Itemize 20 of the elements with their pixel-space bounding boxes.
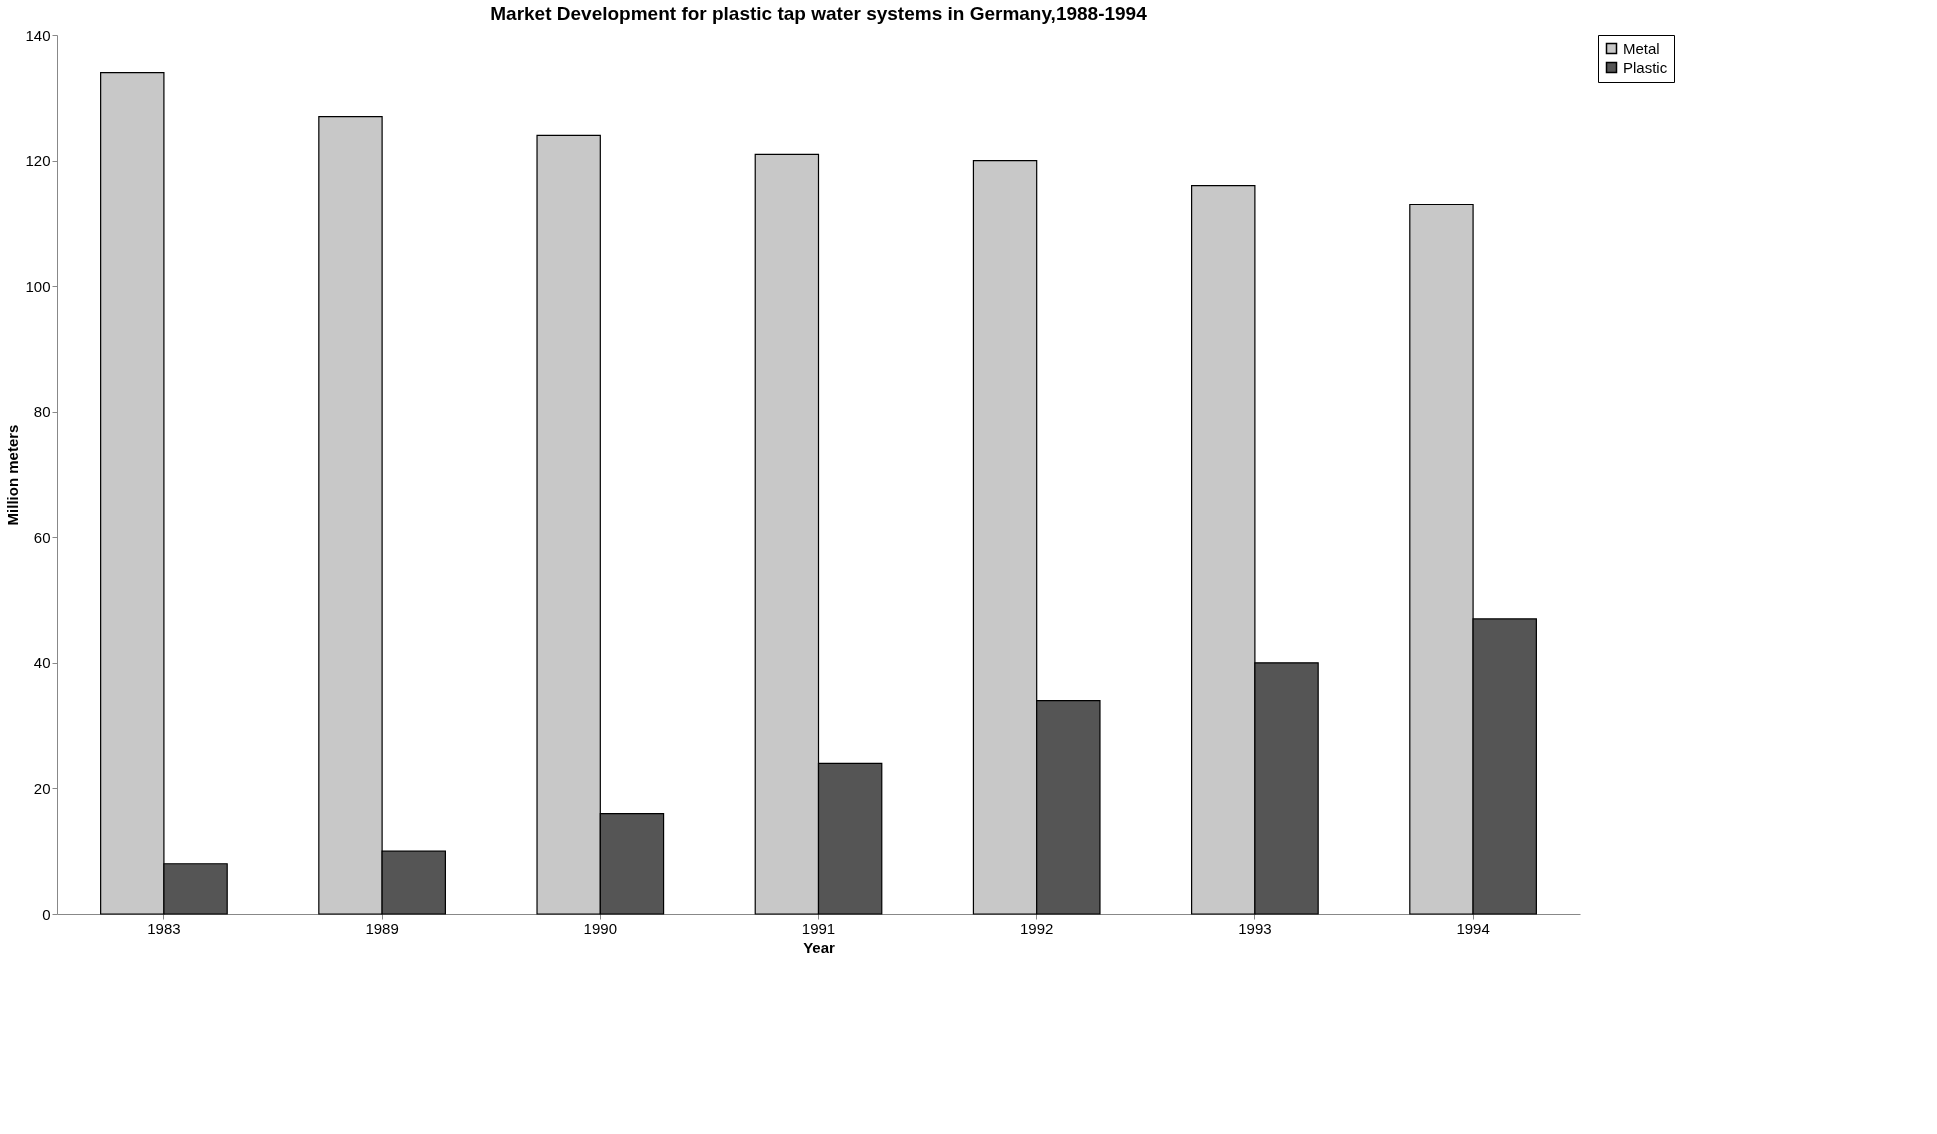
y-tick-label: 60 [33,528,51,546]
x-tick-label: 1989 [365,919,399,937]
y-axis-title: Million meters [4,424,22,526]
x-tick-label: 1992 [1020,919,1054,937]
y-tick-label: 140 [25,26,51,44]
chart-title: Market Development for plastic tap water systems in Germany,1988-1994 [490,3,1148,24]
y-tick-label: 40 [33,654,51,672]
x-tick-label: 1994 [1456,919,1490,937]
legend-label: Plastic [1623,58,1668,76]
y-tick-label: 0 [42,905,51,923]
x-axis-title: Year [803,938,836,956]
y-tick-label: 120 [25,152,51,170]
x-tick-label: 1991 [801,919,836,937]
y-tick-label: 80 [33,403,51,421]
x-tick-label: 1990 [583,919,617,937]
y-tick-label: 100 [25,277,51,295]
x-tick-label: 1983 [147,919,181,937]
y-tick-label: 20 [33,779,51,797]
legend-label: Metal [1623,39,1660,57]
x-tick-label: 1993 [1238,919,1272,937]
